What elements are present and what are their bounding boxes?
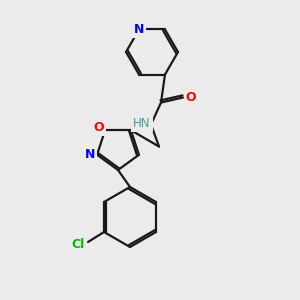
Text: Cl: Cl (71, 238, 85, 251)
Text: HN: HN (133, 117, 151, 130)
Text: N: N (134, 23, 144, 36)
Text: N: N (85, 148, 95, 161)
Text: O: O (94, 121, 104, 134)
Text: O: O (186, 91, 196, 104)
